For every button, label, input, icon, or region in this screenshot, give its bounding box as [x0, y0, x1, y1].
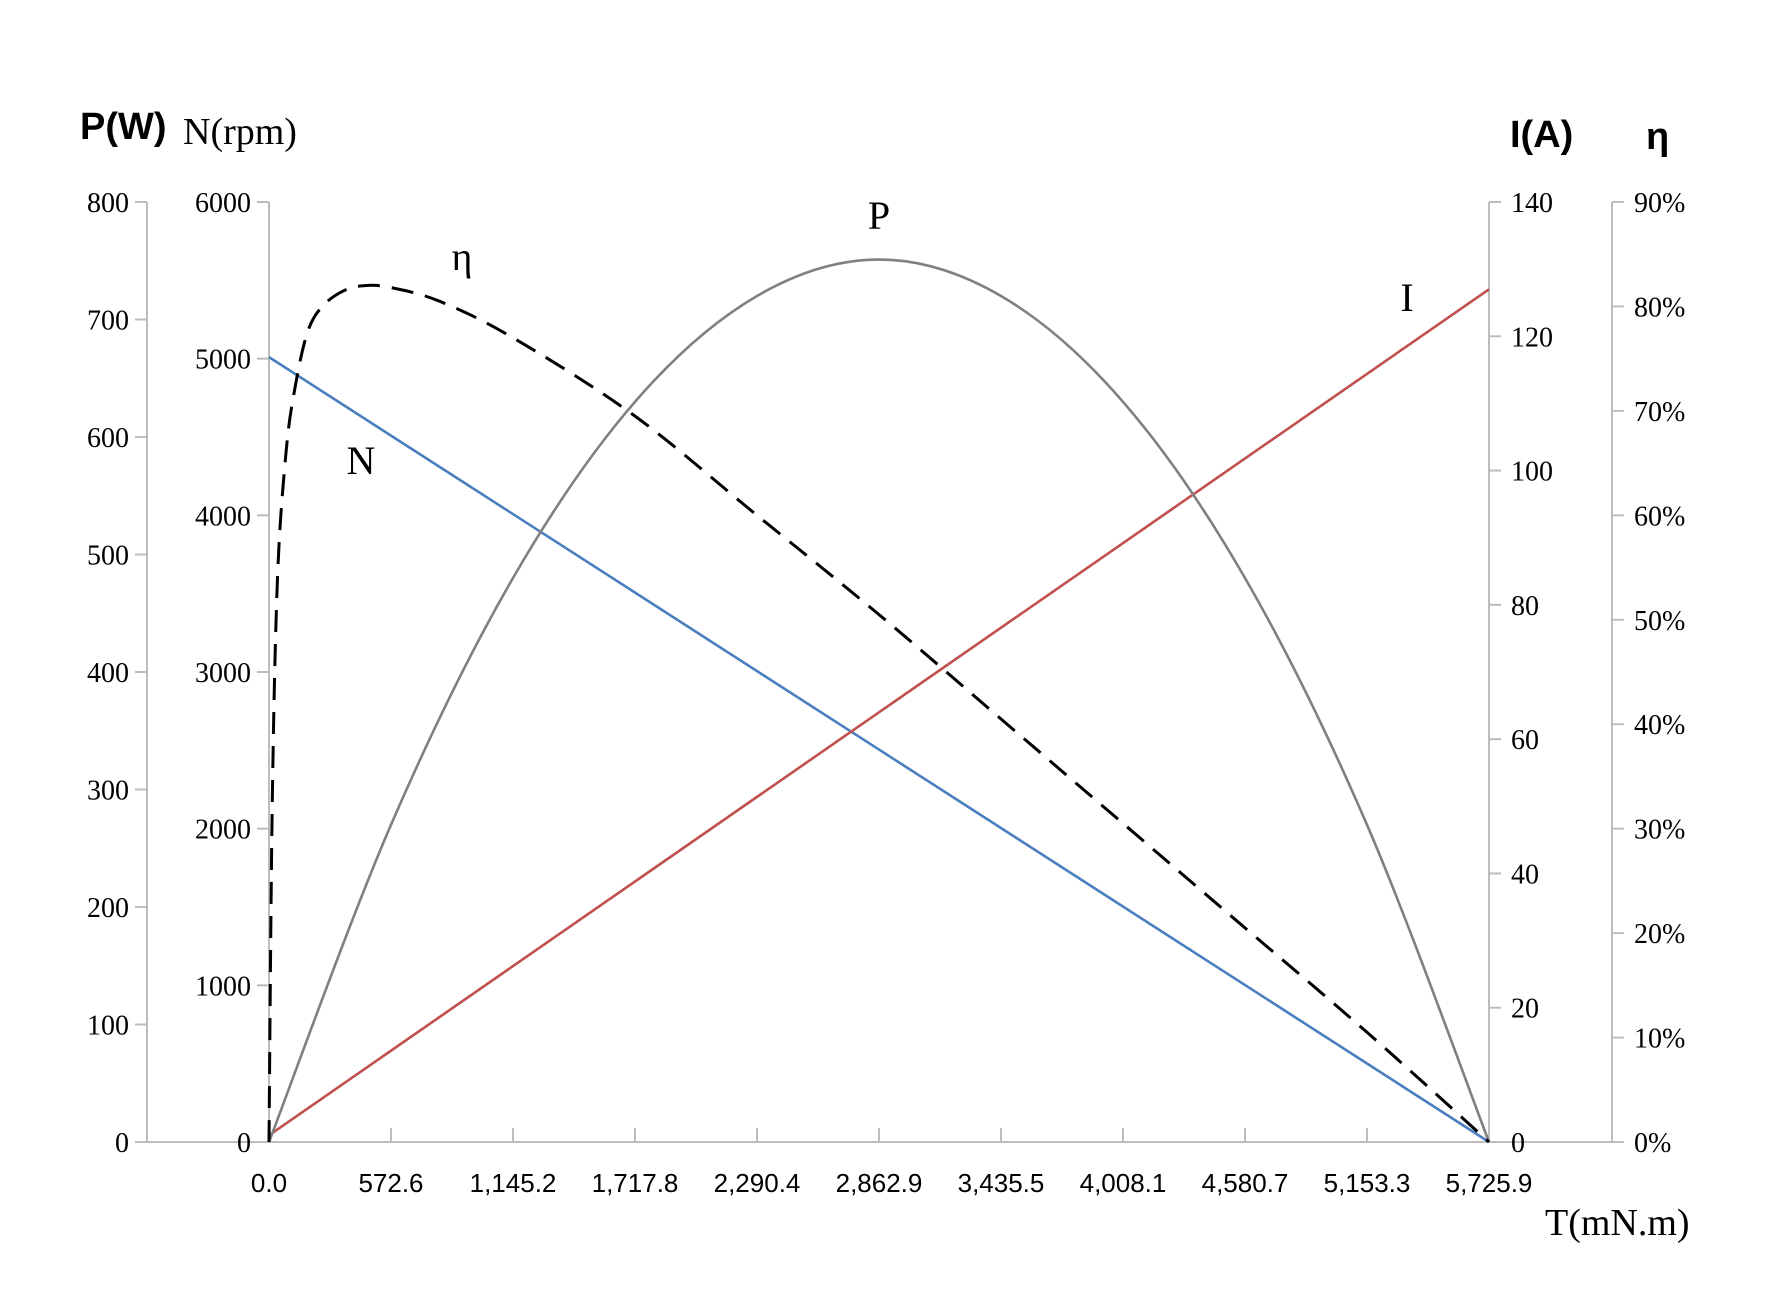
- p-tick-label: 700: [87, 306, 129, 337]
- curve-label-n: N: [347, 438, 376, 483]
- p-tick-label: 200: [87, 893, 129, 924]
- eta-tick-label: 60%: [1634, 501, 1685, 532]
- curve-labels-layer: N I Pη: [347, 193, 1414, 483]
- i-tick-label: 120: [1511, 322, 1553, 353]
- eta-tick-label: 70%: [1634, 397, 1685, 428]
- axes-layer: 0.0 572.6 1,145.2 1,717.8 2,290.4 2,862.9 3,43…: [87, 188, 1685, 1198]
- n-axis-title: N(rpm): [183, 111, 297, 153]
- x-tick-label: 0.0: [251, 1168, 287, 1198]
- eta-tick-label: 40%: [1634, 710, 1685, 741]
- x-tick-label: 5,725.9: [1446, 1168, 1533, 1198]
- i-tick-label: 140: [1511, 188, 1553, 219]
- i-tick-label: 100: [1511, 457, 1553, 488]
- eta-tick-label: 50%: [1634, 606, 1685, 637]
- p-tick-label: 300: [87, 776, 129, 807]
- p-axis-title: P(W): [80, 106, 167, 148]
- p-tick-label: 400: [87, 658, 129, 689]
- n-tick-label: 0: [237, 1128, 251, 1159]
- p-tick-label: 800: [87, 188, 129, 219]
- i-tick-label: 80: [1511, 591, 1539, 622]
- series-n-line: [268, 356, 1490, 1144]
- p-tick-label: 0: [115, 1128, 129, 1159]
- p-tick-label: 600: [87, 423, 129, 454]
- curve-label-p: P: [868, 193, 890, 238]
- n-tick-label: 3000: [195, 658, 251, 689]
- x-tick-label: 1,717.8: [592, 1168, 679, 1198]
- x-tick-label: 5,153.3: [1324, 1168, 1411, 1198]
- eta-tick-label: 20%: [1634, 919, 1685, 950]
- x-tick-label: 2,290.4: [714, 1168, 801, 1198]
- x-tick-label: 4,580.7: [1202, 1168, 1289, 1198]
- x-tick-label: 572.6: [358, 1168, 423, 1198]
- eta-tick-label: 80%: [1634, 292, 1685, 323]
- n-tick-label: 5000: [195, 345, 251, 376]
- curve-label-eta: η: [452, 234, 473, 279]
- x-tick-label: 4,008.1: [1080, 1168, 1167, 1198]
- x-axis-title: T(mN.m): [1545, 1202, 1690, 1244]
- eta-tick-label: 0%: [1634, 1128, 1671, 1159]
- i-tick-label: 0: [1511, 1128, 1525, 1159]
- eta-tick-label: 30%: [1634, 815, 1685, 846]
- x-tick-label: 3,435.5: [958, 1168, 1045, 1198]
- n-tick-label: 6000: [195, 188, 251, 219]
- series-p-line: [267, 258, 1491, 1143]
- i-tick-label: 20: [1511, 994, 1539, 1025]
- series-efficiency-line: [267, 283, 1491, 1144]
- curve-label-i: I: [1400, 275, 1413, 320]
- n-tick-label: 1000: [195, 971, 251, 1002]
- series-i-line: [268, 288, 1490, 1137]
- p-tick-label: 100: [87, 1011, 129, 1042]
- i-tick-label: 60: [1511, 725, 1539, 756]
- x-tick-label: 1,145.2: [470, 1168, 557, 1198]
- eta-axis-title: η: [1646, 116, 1669, 158]
- x-tick-label: 2,862.9: [836, 1168, 923, 1198]
- eta-tick-label: 90%: [1634, 188, 1685, 219]
- series-layer: [267, 258, 1491, 1144]
- eta-tick-label: 10%: [1634, 1024, 1685, 1055]
- i-tick-label: 40: [1511, 859, 1539, 890]
- n-tick-label: 4000: [195, 501, 251, 532]
- i-axis-title: I(A): [1510, 114, 1573, 156]
- p-tick-label: 500: [87, 541, 129, 572]
- n-tick-label: 2000: [195, 815, 251, 846]
